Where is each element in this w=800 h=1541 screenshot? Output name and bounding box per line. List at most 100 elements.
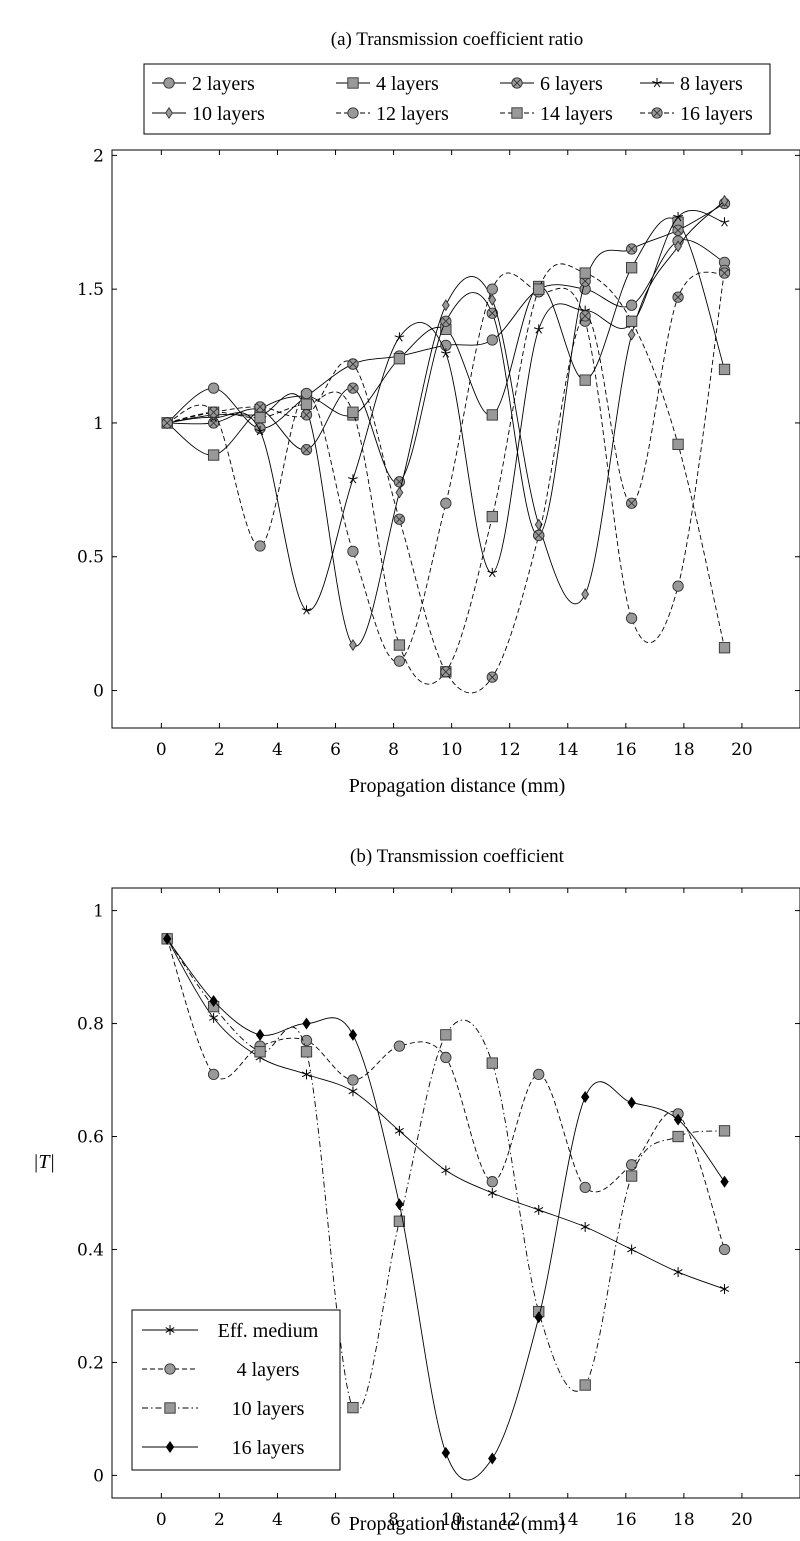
chart-b-series-0-point xyxy=(348,1086,358,1097)
chart-a-legend-marker xyxy=(163,77,175,89)
chart-b-series-3-point xyxy=(255,1028,265,1041)
chart-a-series-7-point xyxy=(393,513,406,525)
chart-b: (b) Transmission coefficient 0 2 4 6 8 10 12 14… xyxy=(33,846,800,1535)
chart-a-legend-marker xyxy=(347,107,359,119)
chart-b-legend-label: 16 layers xyxy=(232,1437,305,1459)
chart-a-series-7-point xyxy=(486,671,498,683)
chart-a-series-7-point xyxy=(672,291,684,303)
chart-b-series-3-point xyxy=(627,1096,636,1109)
chart-a-legend: 2 layers 4 layers 6 layers 8 layers 10 layer… xyxy=(152,73,753,125)
chart-a-plot xyxy=(161,194,731,694)
chart-a-series-3-point xyxy=(487,567,498,578)
chart-a-series-3-point xyxy=(255,426,265,436)
chart-a-series-1-point xyxy=(718,363,731,376)
chart-b-ytick-label: 0.6 xyxy=(77,1128,104,1148)
chart-b-xtick-label: 18 xyxy=(673,1510,695,1530)
chart-a-ticks: 0 2 4 6 8 10 12 14 16 18 20 0 0.5 1 1.5 2 xyxy=(77,146,800,760)
chart-b-series-1-line xyxy=(166,938,725,1250)
chart-a-series-5-point xyxy=(254,540,266,552)
chart-b-title: (b) Transmission coefficient xyxy=(350,846,565,867)
chart-a-series-5-point xyxy=(393,655,406,667)
chart-a-legend-marker xyxy=(347,77,359,89)
chart-b-series-0-point xyxy=(209,1012,219,1023)
chart-b-series-3-point xyxy=(580,1090,590,1103)
chart-a-series-3-point xyxy=(533,324,544,334)
chart-a-series-7-point xyxy=(579,310,591,322)
chart-b-series-2-point xyxy=(347,1401,359,1414)
chart-b-series-3-point xyxy=(395,1198,404,1211)
chart-a-plot-frame xyxy=(111,149,800,729)
chart-a-xtick-label: 0 xyxy=(156,740,167,760)
chart-a-series-4-point xyxy=(581,588,590,601)
chart-a-xtick-label: 12 xyxy=(499,740,521,760)
chart-a-series-5-line xyxy=(166,270,725,662)
chart-b-series-3-point xyxy=(162,932,172,945)
chart-a-series-0-point xyxy=(625,299,638,311)
chart-b-series-3-point xyxy=(673,1113,683,1126)
chart-b-series-1-point xyxy=(625,1159,638,1171)
chart-a-series-7-point xyxy=(161,417,173,429)
chart-b-series-0-line xyxy=(166,938,725,1290)
chart-b-series-0-point xyxy=(719,1284,730,1294)
chart-b-series-2-point xyxy=(672,1130,684,1143)
chart-a-series-5-point xyxy=(347,545,359,558)
chart-a-series-2-point xyxy=(300,444,313,456)
chart-a-series-1-line xyxy=(166,217,725,456)
chart-a-series-6-point xyxy=(393,639,406,651)
chart-a-ytick-label: 1 xyxy=(93,414,104,434)
chart-b-series-0-point xyxy=(627,1244,637,1255)
chart-a-series-2-line xyxy=(167,203,725,536)
chart-a-legend-label: 4 layers xyxy=(376,73,439,95)
chart-b-xlabel: Propagation distance (mm) xyxy=(349,1513,566,1535)
chart-b-series-2-line xyxy=(166,938,725,1412)
chart-a-series-1-point xyxy=(393,353,406,365)
chart-a-series-6-point xyxy=(300,398,313,410)
chart-b-xtick-label: 12 xyxy=(499,1510,521,1530)
chart-a-series-7-point xyxy=(625,497,638,509)
chart-b-series-3-point xyxy=(534,1311,543,1324)
chart-a-ytick-label: 0.5 xyxy=(77,548,104,568)
chart-b-series-2-point xyxy=(254,1046,266,1058)
chart-b-series-0-point xyxy=(673,1267,683,1278)
chart-a-series-3-point xyxy=(394,332,405,342)
chart-a-series-5-point xyxy=(486,283,498,295)
chart-a-series-6-point xyxy=(625,315,638,327)
chart-b-ytick-label: 1 xyxy=(93,902,104,922)
chart-a-xtick-label: 2 xyxy=(214,740,225,760)
chart-b-series-2-point xyxy=(300,1046,313,1058)
chart-b-series-3-point xyxy=(488,1452,497,1465)
chart-b-legend-label: 4 layers xyxy=(237,1359,300,1381)
chart-a-series-0-point xyxy=(486,334,498,346)
chart-a-series-7-point xyxy=(347,358,359,370)
chart-a-series-2-point xyxy=(486,307,498,319)
chart-a-series-7-point xyxy=(254,401,266,413)
chart-a-xlabel: Propagation distance (mm) xyxy=(349,775,566,797)
chart-a-xtick-label: 10 xyxy=(441,740,463,760)
chart-a-series-4-point xyxy=(720,194,729,207)
chart-b-legend-box xyxy=(131,1309,341,1471)
chart-a-legend-marker xyxy=(511,77,523,89)
chart-b-ytick-label: 0.4 xyxy=(77,1240,104,1260)
chart-b-series-2-point xyxy=(579,1379,591,1391)
chart-b-xtick-label: 0 xyxy=(156,1510,167,1530)
chart-a-series-2-point xyxy=(347,382,359,394)
chart-a-series-2-point xyxy=(625,243,638,255)
chart-b-series-2-point xyxy=(440,1029,452,1041)
chart-a-series-6-point xyxy=(718,642,731,654)
chart-a-legend-marker xyxy=(165,106,173,120)
chart-b-series-3-point xyxy=(209,994,218,1007)
chart-a: (a) Transmission coefficient ratio 2 lay… xyxy=(77,29,800,797)
chart-b-series-3-point xyxy=(302,1017,311,1030)
chart-b-series-3-point xyxy=(720,1175,729,1188)
chart-a-series-4-point xyxy=(349,639,357,652)
chart-b-series-1-point xyxy=(393,1040,406,1052)
chart-a-series-3-point xyxy=(348,474,358,484)
chart-a-series-1-point xyxy=(625,262,638,274)
chart-b-ytick-label: 0 xyxy=(93,1466,104,1486)
chart-b-xtick-label: 4 xyxy=(272,1510,283,1530)
chart-b-series-3-point xyxy=(441,1446,451,1459)
chart-a-series-7-point xyxy=(300,409,313,421)
chart-b-series-1-point xyxy=(347,1074,359,1086)
chart-a-series-1-point xyxy=(486,409,498,421)
chart-a-series-4-point xyxy=(488,293,497,306)
